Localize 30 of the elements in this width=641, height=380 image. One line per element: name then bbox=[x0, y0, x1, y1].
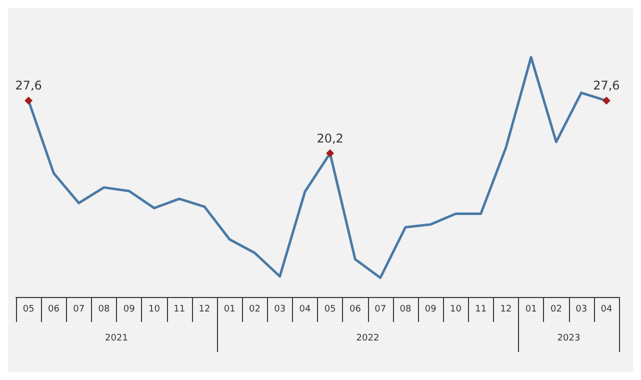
x-tick-label: 10 bbox=[450, 304, 462, 314]
x-tick-label: 06 bbox=[48, 304, 60, 314]
x-tick-label: 09 bbox=[123, 304, 136, 314]
x-tick-label: 02 bbox=[248, 304, 260, 314]
x-tick-label: 11 bbox=[475, 304, 487, 314]
x-tick-label: 04 bbox=[299, 304, 311, 314]
x-tick-label: 08 bbox=[98, 304, 110, 314]
x-tick-label: 07 bbox=[73, 304, 85, 314]
x-tick-label: 09 bbox=[424, 304, 437, 314]
data-label: 20,2 bbox=[316, 131, 344, 146]
x-tick-label: 11 bbox=[174, 304, 186, 314]
x-tick-label: 05 bbox=[324, 304, 336, 314]
x-tick-label: 12 bbox=[500, 304, 512, 314]
x-tick-label: 01 bbox=[224, 304, 236, 314]
text: 2022 bbox=[356, 334, 380, 344]
data-label: 27,6 bbox=[15, 78, 42, 93]
text: 2021 bbox=[105, 334, 128, 344]
x-tick-label: 07 bbox=[374, 304, 386, 314]
x-tick-label: 03 bbox=[274, 304, 286, 314]
x-tick-label: 06 bbox=[349, 304, 362, 314]
x-tick-label: 01 bbox=[525, 304, 537, 314]
x-tick-label: 03 bbox=[576, 304, 588, 314]
x-tick-label: 08 bbox=[400, 304, 412, 314]
x-tick-label: 05 bbox=[22, 304, 34, 314]
x-tick-label: 12 bbox=[198, 304, 210, 314]
x-tick-label: 10 bbox=[148, 304, 160, 314]
x-tick-label: 02 bbox=[550, 304, 562, 314]
x-tick-label: 04 bbox=[600, 304, 612, 314]
text: 2023 bbox=[557, 334, 580, 344]
data-label: 27,6 bbox=[593, 78, 620, 93]
